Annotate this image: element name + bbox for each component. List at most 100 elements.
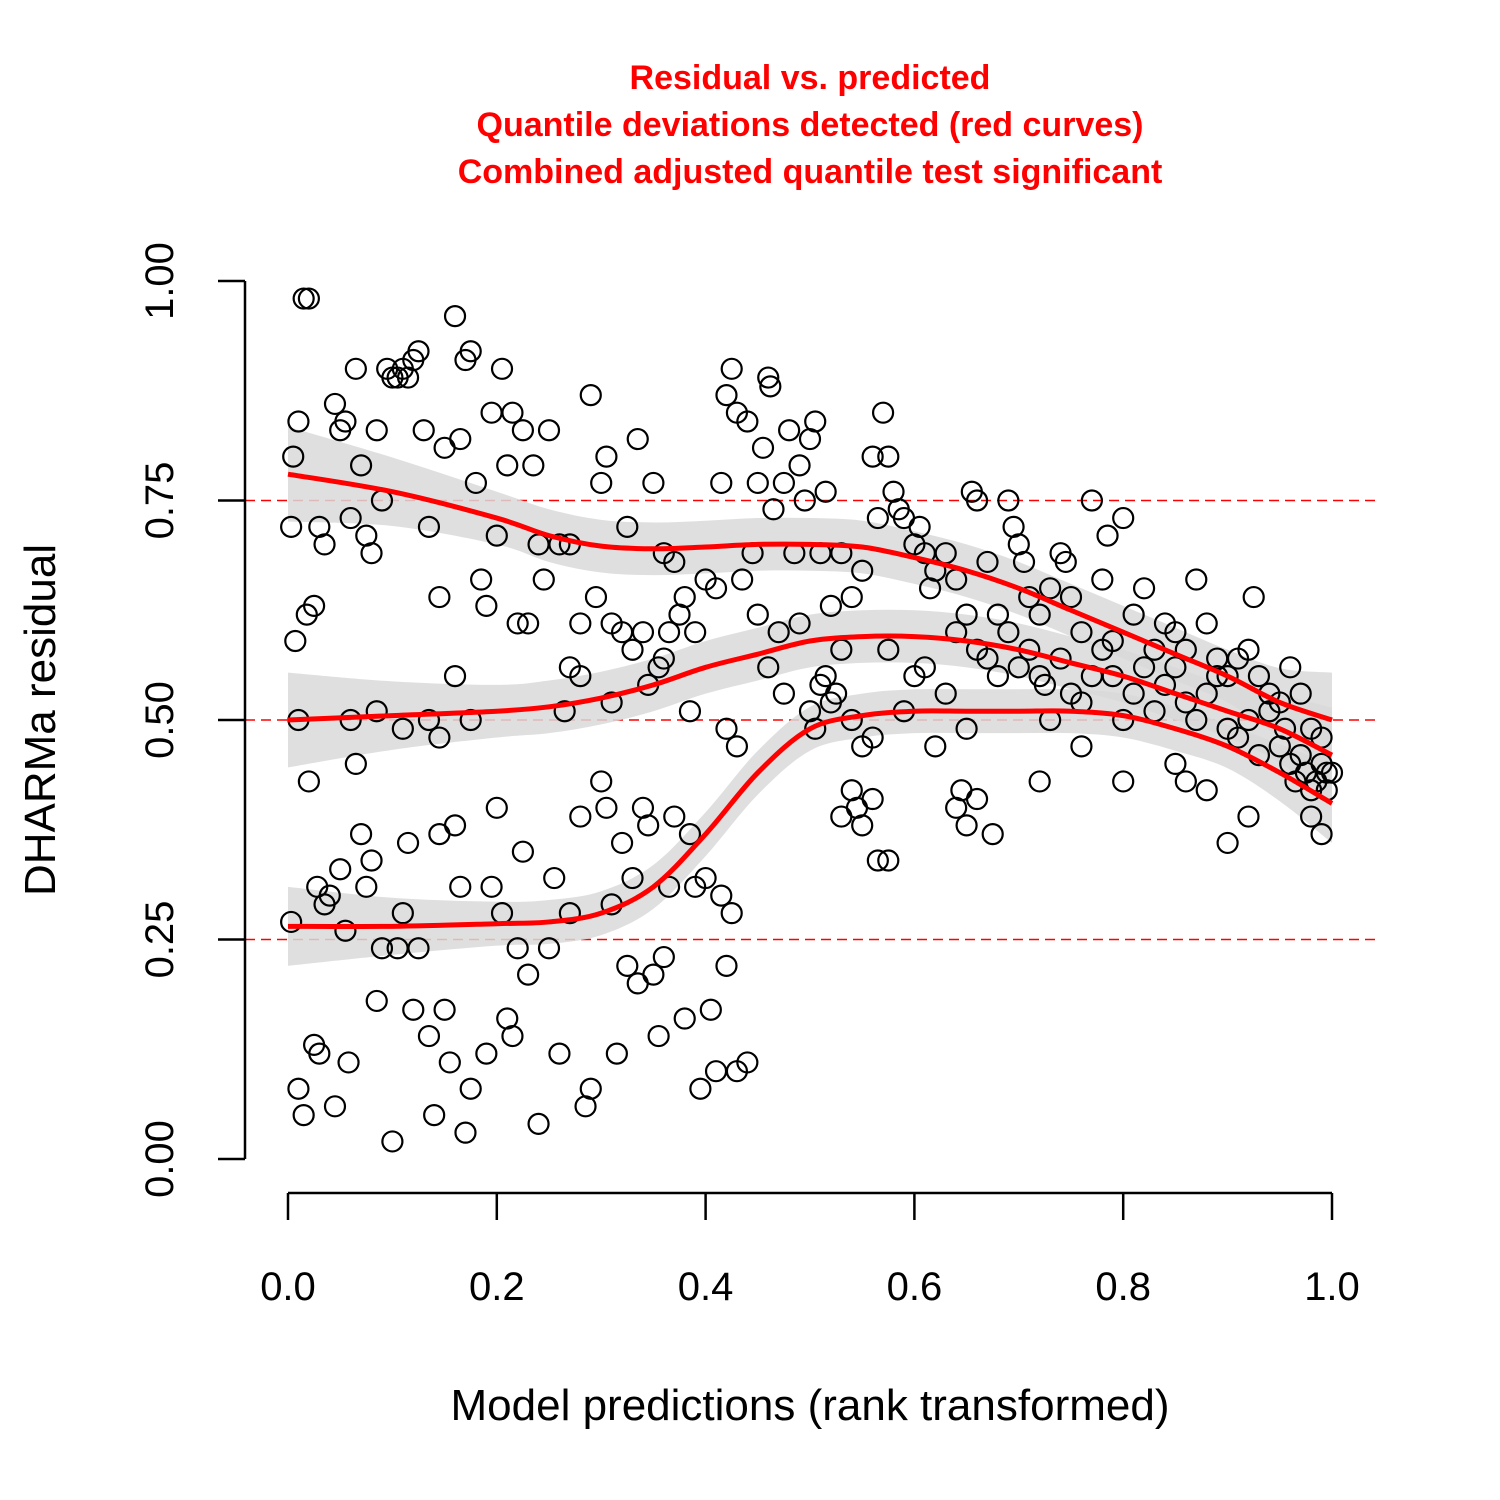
data-point: [699, 998, 722, 1021]
data-point: [793, 489, 816, 512]
data-point: [1080, 489, 1103, 512]
data-point: [725, 735, 749, 758]
data-point: [1059, 585, 1083, 609]
data-point: [673, 1007, 696, 1030]
data-point: [642, 471, 665, 495]
data-point: [407, 937, 430, 960]
data-point: [1320, 761, 1344, 784]
data-point: [965, 489, 989, 512]
data-point: [365, 700, 388, 723]
data-point: [746, 471, 769, 495]
data-point: [1096, 524, 1119, 547]
data-point: [360, 542, 383, 565]
data-point: [365, 989, 388, 1013]
data-point: [443, 814, 467, 837]
data-point: [485, 524, 508, 547]
data-point: [694, 866, 717, 890]
data-point: [459, 340, 482, 363]
data-point: [558, 902, 581, 925]
data-point: [334, 919, 357, 942]
data-point: [334, 410, 357, 433]
data-point: [527, 1112, 550, 1135]
data-point: [480, 875, 503, 898]
data-point: [532, 568, 555, 591]
data-point: [443, 305, 467, 328]
data-point: [1195, 779, 1218, 802]
data-point: [689, 1077, 712, 1100]
data-point: [428, 726, 451, 749]
data-point: [1132, 656, 1156, 679]
data-point: [1033, 673, 1057, 696]
data-point: [1112, 506, 1135, 530]
data-point: [1164, 656, 1187, 679]
data-point: [511, 840, 535, 863]
data-point: [976, 550, 999, 574]
data-point: [443, 664, 467, 688]
y-tick-label: 0.00: [138, 1120, 182, 1198]
data-point: [370, 937, 394, 960]
data-point: [496, 454, 519, 477]
data-point: [449, 875, 472, 898]
y-tick-label: 0.75: [138, 462, 182, 540]
data-point: [323, 392, 347, 416]
data-point: [976, 647, 999, 670]
data-point: [511, 419, 535, 442]
chart-title: Residual vs. predicted Quantile deviatio…: [458, 59, 1163, 191]
data-point: [517, 963, 540, 986]
data-point: [295, 603, 318, 626]
data-point: [355, 875, 378, 898]
data-point: [407, 340, 430, 363]
data-point: [344, 357, 367, 380]
data-point: [840, 585, 863, 609]
data-point: [814, 664, 837, 688]
data-point: [475, 1042, 498, 1065]
quantile-curve-q0.25: [287, 708, 1334, 930]
confidence-band-q0.25: [288, 688, 1332, 966]
data-point: [412, 419, 435, 442]
data-point: [590, 770, 613, 793]
data-point: [736, 410, 759, 433]
data-point: [318, 884, 341, 907]
data-point: [871, 401, 895, 424]
data-point: [1164, 752, 1187, 776]
y-tick-label: 0.50: [138, 681, 182, 759]
data-point: [391, 717, 414, 740]
data-point: [652, 945, 675, 969]
data-point: [1054, 550, 1077, 574]
data-point: [490, 357, 514, 380]
data-point: [1258, 700, 1281, 723]
data-point: [746, 603, 769, 626]
data-point: [955, 814, 978, 837]
data-point: [459, 1077, 482, 1100]
data-point: [433, 998, 456, 1021]
data-point: [877, 849, 900, 872]
data-point: [1237, 805, 1260, 828]
data-point: [433, 436, 456, 459]
data-point: [673, 585, 696, 609]
data-point: [480, 401, 503, 424]
data-point: [663, 550, 686, 574]
data-point: [762, 498, 785, 521]
data-point: [1174, 770, 1197, 793]
title-line-2: Quantile deviations detected (red curves…: [477, 106, 1144, 144]
data-point: [997, 621, 1020, 644]
x-tick-label: 0.6: [887, 1265, 943, 1309]
data-point: [981, 823, 1004, 846]
data-point: [647, 1024, 670, 1048]
data-point: [631, 621, 655, 644]
data-point: [678, 700, 702, 723]
data-point: [616, 515, 639, 538]
data-point: [323, 1095, 347, 1118]
data-point: [292, 287, 315, 310]
data-point: [339, 506, 362, 530]
data-point: [470, 568, 493, 591]
data-point: [1216, 831, 1239, 855]
data-points: [280, 287, 1344, 1153]
data-point: [501, 401, 524, 424]
axes: 0.00 0.25 0.50 0.75 1.00 0.0 0.2 0.4 0.6 0.8 1.0: [138, 242, 1360, 1309]
data-point: [1185, 708, 1208, 732]
data-point: [1242, 585, 1265, 609]
data-point: [788, 612, 811, 635]
data-point: [449, 427, 472, 451]
